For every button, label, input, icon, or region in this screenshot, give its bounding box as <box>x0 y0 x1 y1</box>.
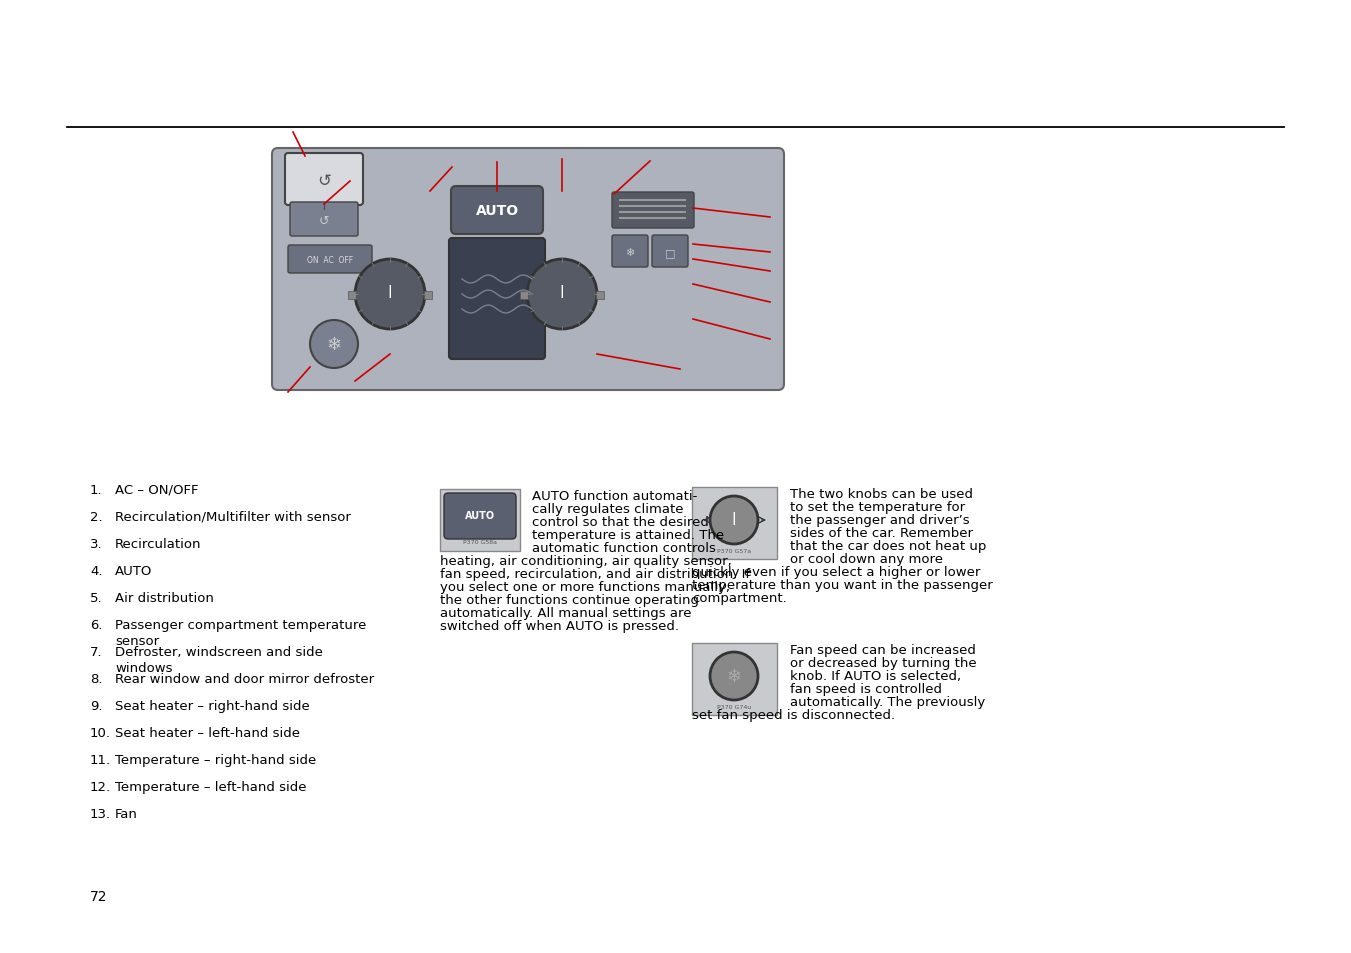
Text: P370 G74u: P370 G74u <box>717 704 751 709</box>
FancyBboxPatch shape <box>444 494 516 539</box>
Text: AUTO: AUTO <box>465 511 494 520</box>
Text: temperature is attained. The: temperature is attained. The <box>532 529 724 541</box>
Text: 5.: 5. <box>91 592 103 604</box>
Text: □: □ <box>665 248 676 257</box>
FancyBboxPatch shape <box>449 239 544 359</box>
Text: cally regulates climate: cally regulates climate <box>532 502 684 516</box>
Text: switched off when AUTO is pressed.: switched off when AUTO is pressed. <box>440 619 680 633</box>
Circle shape <box>309 320 358 369</box>
FancyBboxPatch shape <box>612 193 694 229</box>
Text: ❄: ❄ <box>727 667 742 685</box>
Text: automatic function controls: automatic function controls <box>532 541 716 555</box>
Text: 2.: 2. <box>91 511 103 523</box>
FancyBboxPatch shape <box>349 292 357 299</box>
Text: AUTO: AUTO <box>476 204 519 218</box>
Text: you select one or more functions manually,: you select one or more functions manuall… <box>440 580 730 594</box>
Text: Rear window and door mirror defroster: Rear window and door mirror defroster <box>115 672 374 685</box>
Text: AC – ON/OFF: AC – ON/OFF <box>115 483 199 497</box>
Text: temperature than you want in the passenger: temperature than you want in the passeng… <box>692 578 993 592</box>
Text: Seat heater – left-hand side: Seat heater – left-hand side <box>115 726 300 740</box>
Text: The two knobs can be used: The two knobs can be used <box>790 488 973 500</box>
Text: 13.: 13. <box>91 807 111 821</box>
Text: compartment.: compartment. <box>692 592 786 604</box>
Text: fan speed, recirculation, and air distribution. If: fan speed, recirculation, and air distri… <box>440 567 750 580</box>
Text: 11.: 11. <box>91 753 111 766</box>
Text: Passenger compartment temperature: Passenger compartment temperature <box>115 618 366 631</box>
Text: P370 G57a: P370 G57a <box>717 548 751 554</box>
FancyBboxPatch shape <box>692 488 777 559</box>
Text: to set the temperature for: to set the temperature for <box>790 500 965 514</box>
Text: windows: windows <box>115 661 173 675</box>
Text: ↺: ↺ <box>319 214 330 227</box>
Text: Air distribution: Air distribution <box>115 592 213 604</box>
FancyBboxPatch shape <box>440 490 520 552</box>
Text: knob. If AUTO is selected,: knob. If AUTO is selected, <box>790 669 961 682</box>
Text: Temperature – left-hand side: Temperature – left-hand side <box>115 781 307 793</box>
Text: 1.: 1. <box>91 483 103 497</box>
Text: 12.: 12. <box>91 781 111 793</box>
Text: Defroster, windscreen and side: Defroster, windscreen and side <box>115 645 323 659</box>
FancyBboxPatch shape <box>451 187 543 234</box>
Text: Fan speed can be increased: Fan speed can be increased <box>790 643 975 657</box>
Text: automatically. The previously: automatically. The previously <box>790 696 985 708</box>
Text: or cool down any more: or cool down any more <box>790 553 943 565</box>
Text: 72: 72 <box>91 889 108 903</box>
FancyBboxPatch shape <box>272 149 784 391</box>
FancyBboxPatch shape <box>653 235 688 268</box>
Text: heating, air conditioning, air quality sensor,: heating, air conditioning, air quality s… <box>440 555 732 567</box>
Text: fan speed is controlled: fan speed is controlled <box>790 682 942 696</box>
Text: 8.: 8. <box>91 672 103 685</box>
Text: 3.: 3. <box>91 537 103 551</box>
Text: |: | <box>732 512 736 525</box>
Text: quickly even if you select a higher or lower: quickly even if you select a higher or l… <box>692 565 981 578</box>
Text: sides of the car. Remember: sides of the car. Remember <box>790 526 973 539</box>
Text: set fan speed is disconnected.: set fan speed is disconnected. <box>692 708 896 721</box>
FancyBboxPatch shape <box>692 643 777 716</box>
Text: the passenger and driver’s: the passenger and driver’s <box>790 514 970 526</box>
Text: that the car does not heat up: that the car does not heat up <box>790 539 986 553</box>
Text: ON  AC  OFF: ON AC OFF <box>307 256 353 265</box>
Text: 4.: 4. <box>91 564 103 578</box>
Text: 6.: 6. <box>91 618 103 631</box>
Text: the other functions continue operating: the other functions continue operating <box>440 594 698 606</box>
FancyBboxPatch shape <box>285 153 363 206</box>
Text: or decreased by turning the: or decreased by turning the <box>790 657 977 669</box>
Text: |: | <box>559 285 565 298</box>
Circle shape <box>355 260 426 330</box>
Text: Temperature – right-hand side: Temperature – right-hand side <box>115 753 316 766</box>
Text: automatically. All manual settings are: automatically. All manual settings are <box>440 606 692 619</box>
Text: 7.: 7. <box>91 645 103 659</box>
Text: Fan: Fan <box>115 807 138 821</box>
Text: ❄: ❄ <box>626 248 635 257</box>
Text: |: | <box>388 285 392 298</box>
Text: control so that the desired: control so that the desired <box>532 516 709 529</box>
Text: AUTO function automati-: AUTO function automati- <box>532 490 697 502</box>
Text: ❄: ❄ <box>327 335 342 354</box>
Text: sensor: sensor <box>115 635 159 647</box>
Circle shape <box>527 260 597 330</box>
Text: Seat heater – right-hand side: Seat heater – right-hand side <box>115 700 309 712</box>
Circle shape <box>711 652 758 700</box>
Text: Recirculation: Recirculation <box>115 537 201 551</box>
FancyBboxPatch shape <box>520 292 528 299</box>
Circle shape <box>711 497 758 544</box>
FancyBboxPatch shape <box>290 203 358 236</box>
Text: Recirculation/Multifilter with sensor: Recirculation/Multifilter with sensor <box>115 511 351 523</box>
Text: ↺: ↺ <box>317 172 331 190</box>
Text: AUTO: AUTO <box>115 564 153 578</box>
Text: 9.: 9. <box>91 700 103 712</box>
FancyBboxPatch shape <box>424 292 432 299</box>
FancyBboxPatch shape <box>612 235 648 268</box>
FancyBboxPatch shape <box>288 246 372 274</box>
FancyBboxPatch shape <box>596 292 604 299</box>
Text: P370 G58a: P370 G58a <box>463 539 497 544</box>
Text: 10.: 10. <box>91 726 111 740</box>
